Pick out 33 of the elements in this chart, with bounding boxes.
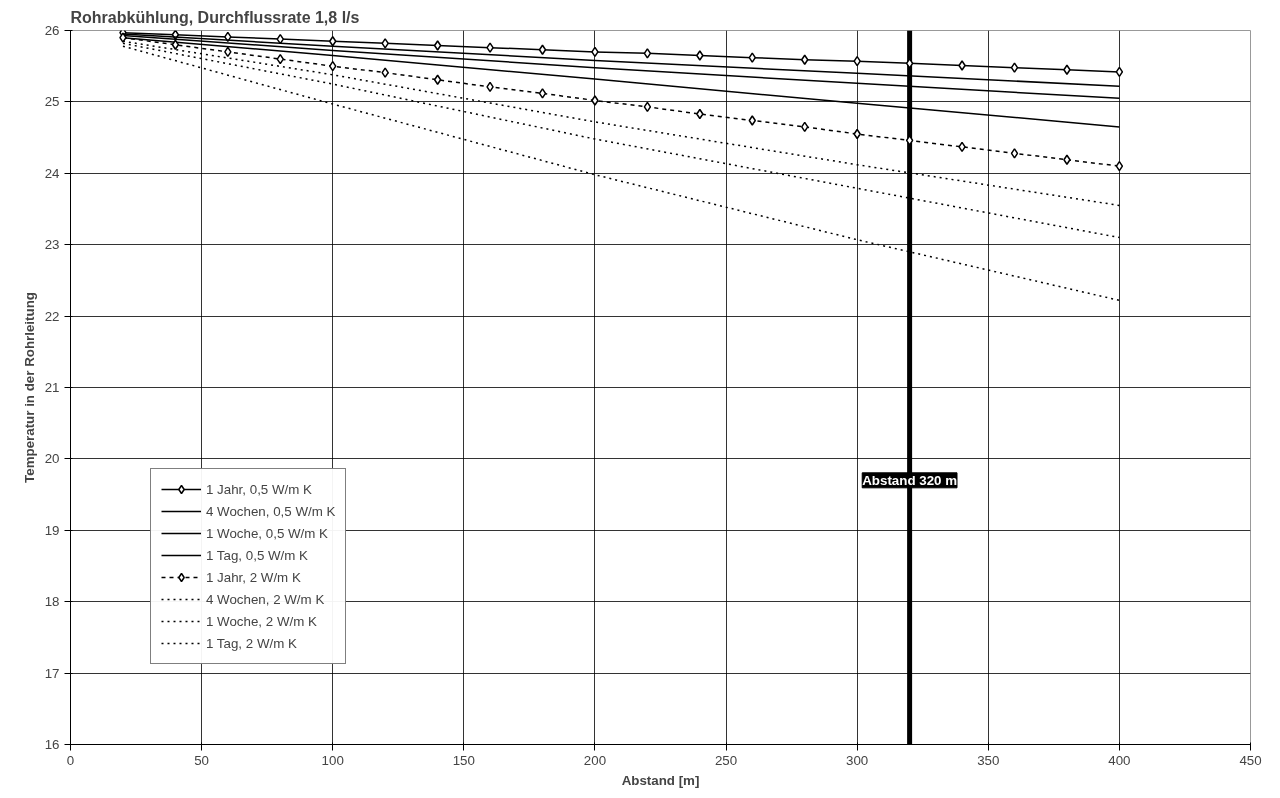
x-tick-label: 350 (977, 752, 1000, 768)
legend-label: 4 Wochen, 0,5 W/m K (206, 502, 336, 520)
legend-label: 1 Jahr, 0,5 W/m K (206, 480, 312, 498)
x-tick-label: 50 (194, 752, 210, 768)
x-tick-label: 450 (1239, 752, 1262, 768)
legend-label: 1 Woche, 2 W/m K (206, 612, 317, 630)
x-tick-label: 400 (1108, 752, 1131, 768)
y-tick-label: 19 (44, 522, 60, 538)
y-tick-label: 23 (44, 237, 60, 253)
legend-label: 1 Tag, 0,5 W/m K (206, 546, 308, 564)
y-tick-label: 20 (44, 451, 60, 467)
legend-label: 1 Woche, 0,5 W/m K (206, 524, 328, 542)
x-tick-label: 200 (583, 752, 607, 768)
y-axis-title: Temperatur in der Rohrleitung (21, 292, 37, 483)
x-tick-label: 150 (452, 752, 475, 768)
x-tick-label: 300 (846, 752, 869, 768)
legend-label: 4 Wochen, 2 W/m K (206, 590, 325, 608)
ref-line-label: Abstand 320 m (862, 472, 958, 488)
x-tick-label: 100 (321, 752, 344, 768)
y-tick-label: 24 (44, 165, 61, 181)
y-tick-label: 25 (44, 94, 60, 110)
y-tick-label: 17 (44, 665, 60, 681)
chart-title: Rohrabkühlung, Durchflussrate 1,8 l/s (70, 8, 360, 26)
x-axis-title: Abstand [m] (621, 772, 700, 788)
y-tick-label: 18 (44, 594, 60, 610)
x-tick-label: 250 (714, 752, 738, 768)
x-tick-label: 0 (66, 752, 75, 768)
legend-label: 1 Jahr, 2 W/m K (206, 568, 301, 586)
y-tick-label: 22 (44, 308, 60, 324)
y-tick-label: 26 (44, 23, 60, 38)
legend-label: 1 Tag, 2 W/m K (206, 634, 297, 652)
y-tick-label: 16 (44, 737, 60, 752)
y-tick-label: 21 (44, 380, 60, 395)
